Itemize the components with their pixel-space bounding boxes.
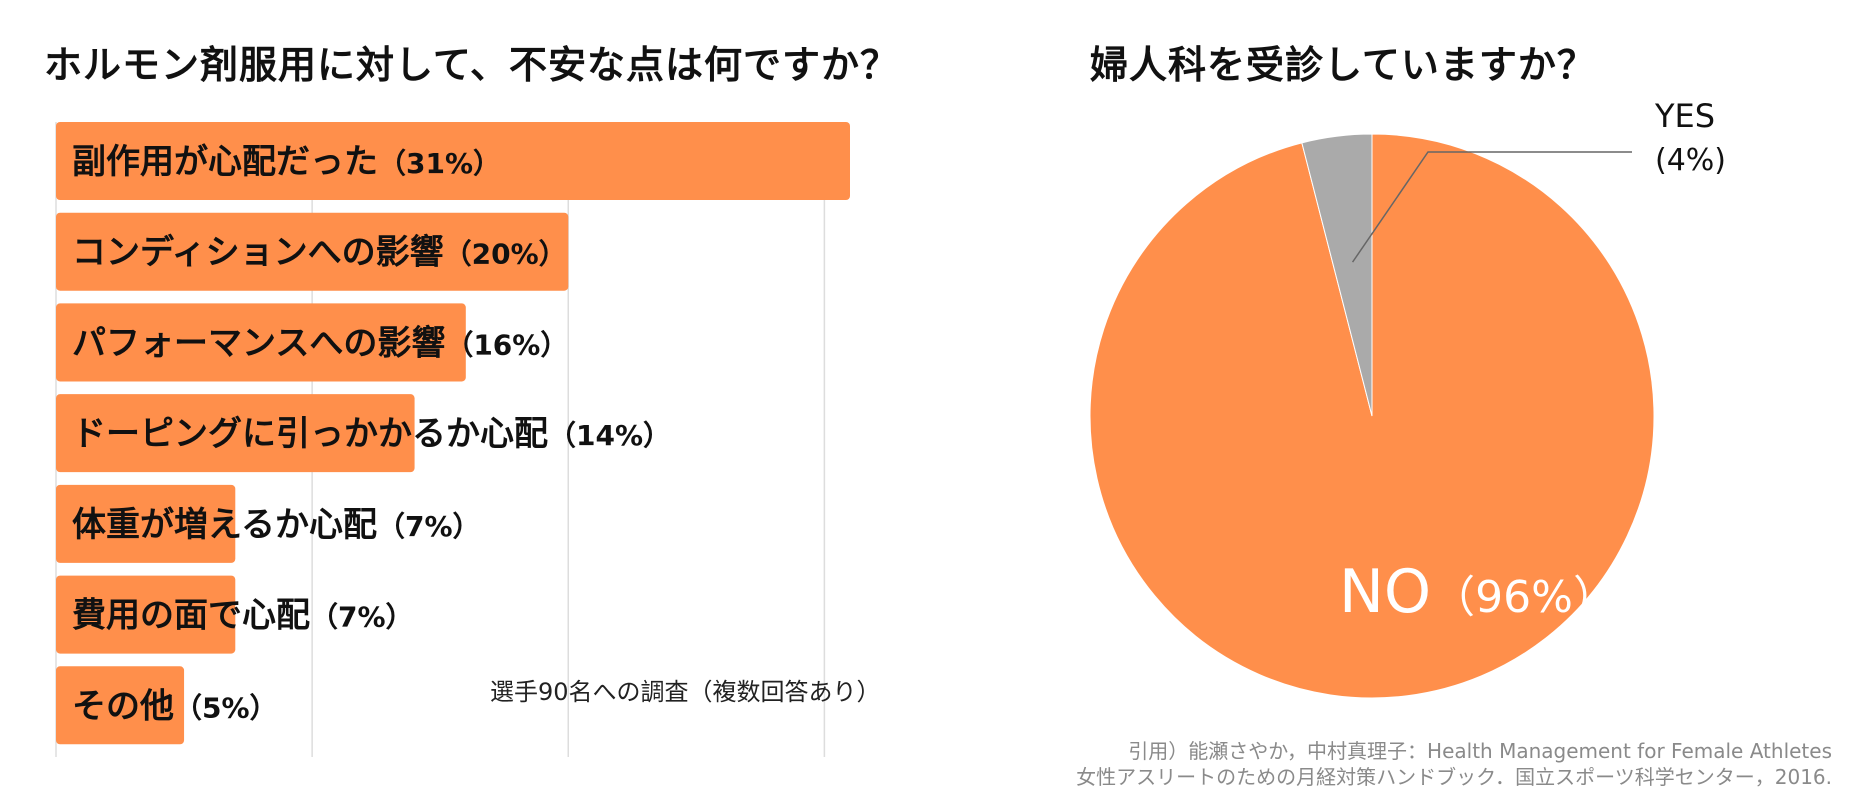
category-label: パフォーマンスへの影響	[72, 323, 445, 363]
bar	[56, 666, 185, 745]
value-label: （14%）	[548, 419, 671, 452]
slice-name: NO	[1339, 557, 1431, 627]
value-label: （7%）	[377, 510, 481, 543]
bar-label: 体重が増えるか心配（7%）	[72, 505, 481, 545]
pie-chart-title: 婦人科を受診していますか？	[1090, 43, 1596, 87]
bar	[56, 212, 569, 291]
value-label: （7%）	[310, 601, 414, 634]
category-label: その他	[72, 686, 174, 726]
bar	[56, 484, 236, 563]
slice-label-yes-value: (4%)	[1655, 143, 1726, 178]
bar	[56, 303, 466, 382]
bar-label: コンディションへの影響（20%）	[72, 233, 567, 273]
bar	[56, 122, 850, 201]
category-label: コンディションへの影響	[72, 233, 444, 273]
slice-label-yes-name: YES	[1654, 97, 1715, 135]
slice-label-no: NO（96%）	[1339, 557, 1617, 627]
category-label: 体重が増えるか心配	[72, 505, 377, 545]
citation-line-2: 女性アスリートのための月経対策ハンドブック．国立スポーツ科学センター，2016.	[1076, 765, 1832, 789]
value-label: （20%）	[444, 238, 567, 271]
citation-line-1: 引用）能瀬さやか，中村真理子：Health Management for Fem…	[1128, 739, 1832, 763]
category-label: 費用の面で心配	[72, 596, 310, 636]
category-label: 副作用が心配だった	[72, 142, 378, 182]
pie-slice	[1301, 133, 1373, 417]
citation: 引用）能瀬さやか，中村真理子：Health Management for Fem…	[1076, 738, 1832, 790]
leader-line	[1351, 151, 1632, 263]
value-label: （31%）	[378, 147, 501, 180]
bar-chart: 副作用が心配だった（31%） コンディションへの影響（20%） パフォーマンスへの影…	[55, 122, 850, 757]
value-label: （16%）	[445, 328, 568, 361]
value-label: （5%）	[174, 691, 278, 724]
category-label: ドーピングに引っかかるか心配	[72, 414, 548, 454]
slice-value: （96%）	[1431, 572, 1617, 623]
bar-label: 副作用が心配だった（31%）	[72, 142, 501, 182]
survey-note: 選手90名への調査（複数回答あり）	[490, 678, 881, 706]
bar-chart-title: ホルモン剤服用に対して、不安な点は何ですか？	[44, 43, 899, 87]
bar	[56, 394, 415, 473]
bar	[56, 575, 236, 654]
bar-label: その他（5%）	[72, 686, 278, 726]
bar-label: パフォーマンスへの影響（16%）	[72, 323, 568, 363]
pie-chart: NO（96%） YES (4%)	[1089, 97, 1726, 699]
bar-label: ドーピングに引っかかるか心配（14%）	[72, 414, 671, 454]
bar-label: 費用の面で心配（7%）	[72, 596, 414, 636]
